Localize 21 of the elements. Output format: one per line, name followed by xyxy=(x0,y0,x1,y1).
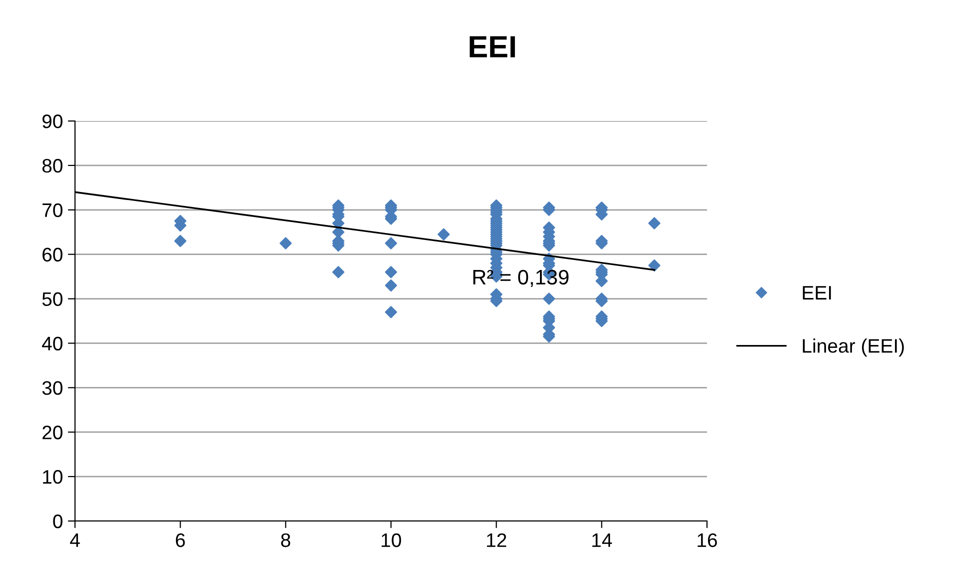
y-tick-label: 10 xyxy=(43,470,62,484)
legend-label: EEI xyxy=(802,286,831,300)
y-tick-label: 90 xyxy=(42,114,62,128)
y-tick-label: 0 xyxy=(53,514,62,528)
y-tick-label: 30 xyxy=(42,381,62,395)
x-tick-label: 4 xyxy=(70,534,80,547)
x-tick-label: 6 xyxy=(176,533,185,548)
x-tick-label: 12 xyxy=(487,533,506,547)
x-tick-label: 14 xyxy=(592,534,612,547)
x-tick-label: 10 xyxy=(382,533,402,548)
y-tick-label: 20 xyxy=(42,426,62,440)
y-tick-label: 60 xyxy=(42,248,62,262)
chart-title: EEI xyxy=(470,36,515,58)
x-tick-label: 16 xyxy=(698,533,717,548)
x-tick-label: 8 xyxy=(281,533,290,548)
y-tick-label: 40 xyxy=(42,336,62,350)
annotation: R² = 0,139 xyxy=(473,270,569,288)
y-tick-label: 70 xyxy=(42,203,62,218)
y-tick-label: 50 xyxy=(42,292,62,306)
y-tick-label: 80 xyxy=(42,158,62,173)
legend-label: Linear (EEI) xyxy=(802,338,904,357)
